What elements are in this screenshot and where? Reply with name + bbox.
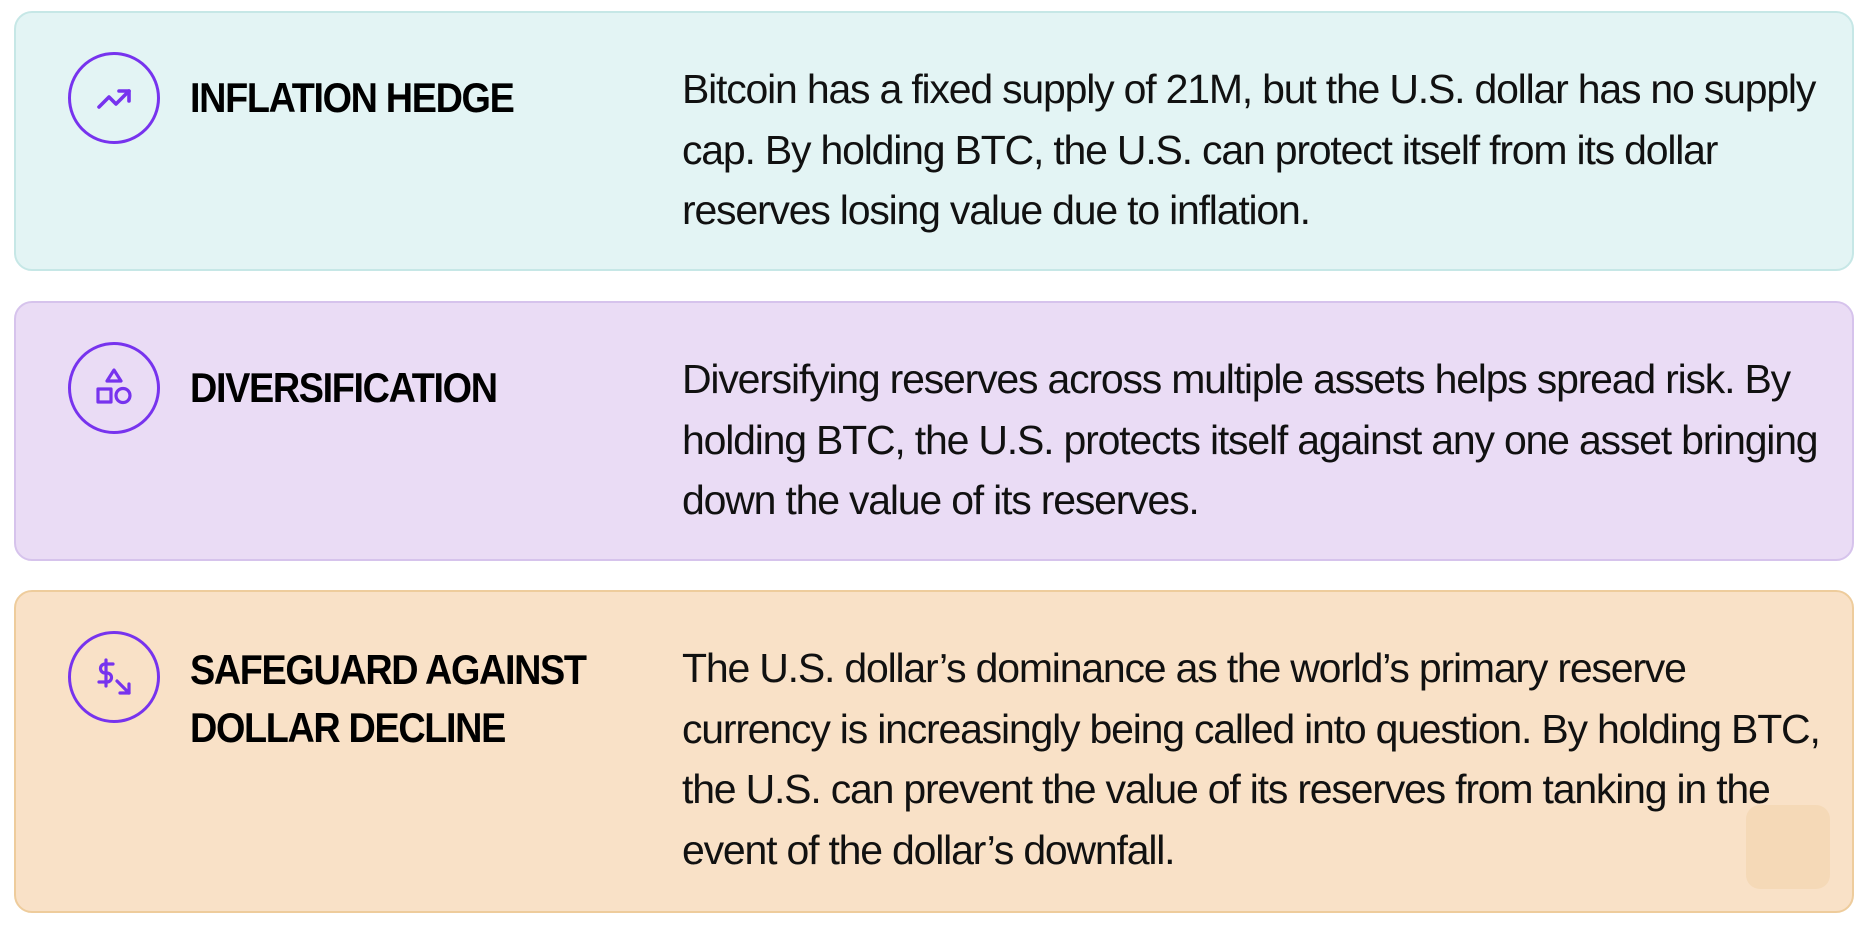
shapes-icon bbox=[68, 342, 160, 434]
card-title: SAFEGUARD AGAINST DOLLAR DECLINE bbox=[190, 641, 587, 757]
card-inflation-hedge: INFLATION HEDGE Bitcoin has a fixed supp… bbox=[14, 11, 1854, 271]
card-title-line-2: DOLLAR DECLINE bbox=[190, 704, 506, 751]
watermark-logo bbox=[1746, 805, 1830, 889]
trend-up-icon bbox=[68, 52, 160, 144]
dollar-decline-icon bbox=[68, 631, 160, 723]
card-title: INFLATION HEDGE bbox=[190, 74, 515, 121]
card-safeguard-dollar-decline: SAFEGUARD AGAINST DOLLAR DECLINE The U.S… bbox=[14, 590, 1854, 913]
card-title-line-1: SAFEGUARD AGAINST bbox=[190, 646, 587, 693]
card-text: Diversifying reserves across multiple as… bbox=[682, 356, 1819, 523]
card-text: The U.S. dollar’s dominance as the world… bbox=[682, 645, 1821, 873]
card-diversification: DIVERSIFICATION Diversifying reserves ac… bbox=[14, 301, 1854, 561]
card-text: Bitcoin has a fixed supply of 21M, but t… bbox=[682, 66, 1816, 233]
card-title: DIVERSIFICATION bbox=[190, 364, 498, 411]
